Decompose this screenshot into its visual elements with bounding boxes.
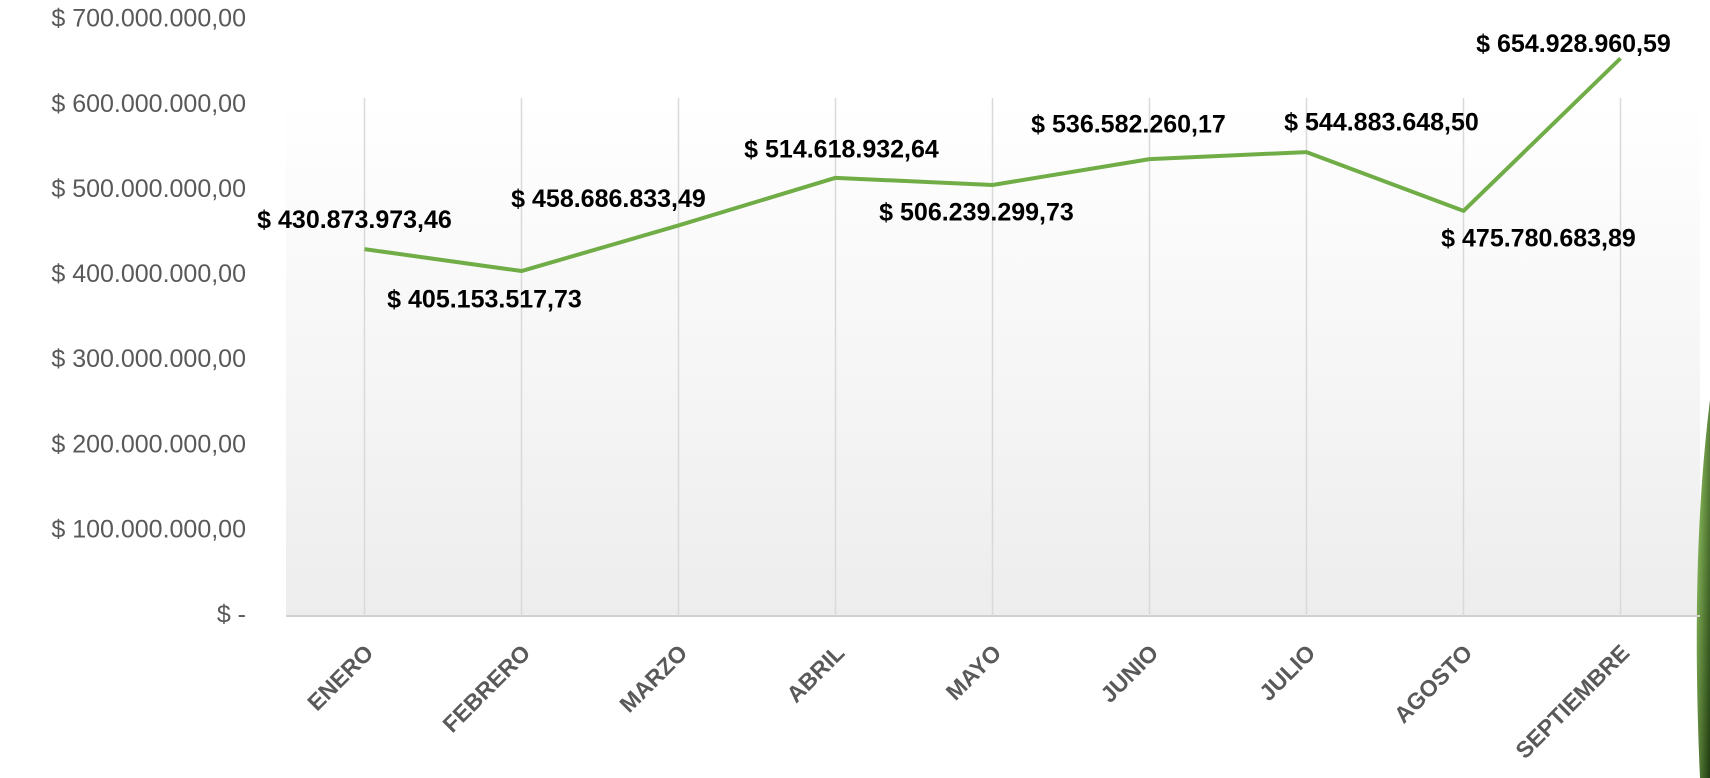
- data-label: $ 536.582.260,17: [1031, 111, 1226, 139]
- x-tick-label: MARZO: [614, 639, 692, 717]
- data-label: $ 514.618.932,64: [744, 135, 939, 163]
- x-tick-label: JUNIO: [1095, 639, 1163, 707]
- data-label: $ 405.153.517,73: [387, 286, 582, 314]
- x-tick-label: ABRIL: [781, 639, 849, 707]
- x-tick-label: JULIO: [1254, 639, 1320, 705]
- data-label: $ 430.873.973,46: [257, 206, 452, 234]
- line-series: [364, 56, 1622, 274]
- data-label: $ 544.883.648,50: [1284, 109, 1479, 137]
- y-tick-label: $ 200.000.000,00: [51, 430, 246, 458]
- decoration: [1696, 400, 1710, 778]
- data-label: $ 475.780.683,89: [1441, 225, 1636, 253]
- data-label: $ 506.239.299,73: [879, 199, 1074, 227]
- x-tick-label: AGOSTO: [1389, 639, 1478, 728]
- y-tick-label: $ 500.000.000,00: [51, 175, 246, 203]
- x-tick-label: MAYO: [941, 639, 1007, 705]
- x-tick-label: SEPTIEMBRE: [1510, 639, 1634, 763]
- y-tick-label: $ 300.000.000,00: [51, 345, 246, 373]
- data-label: $ 654.928.960,59: [1476, 30, 1671, 58]
- y-tick-label: $ 700.000.000,00: [51, 5, 246, 33]
- y-tick-label: $ -: [217, 601, 246, 629]
- data-label: $ 458.686.833,49: [511, 185, 706, 213]
- x-tick-label: FEBRERO: [437, 639, 535, 737]
- y-tick-label: $ 400.000.000,00: [51, 260, 246, 288]
- y-tick-label: $ 100.000.000,00: [51, 515, 246, 543]
- x-tick-label: ENERO: [302, 639, 378, 715]
- y-tick-label: $ 600.000.000,00: [51, 90, 246, 118]
